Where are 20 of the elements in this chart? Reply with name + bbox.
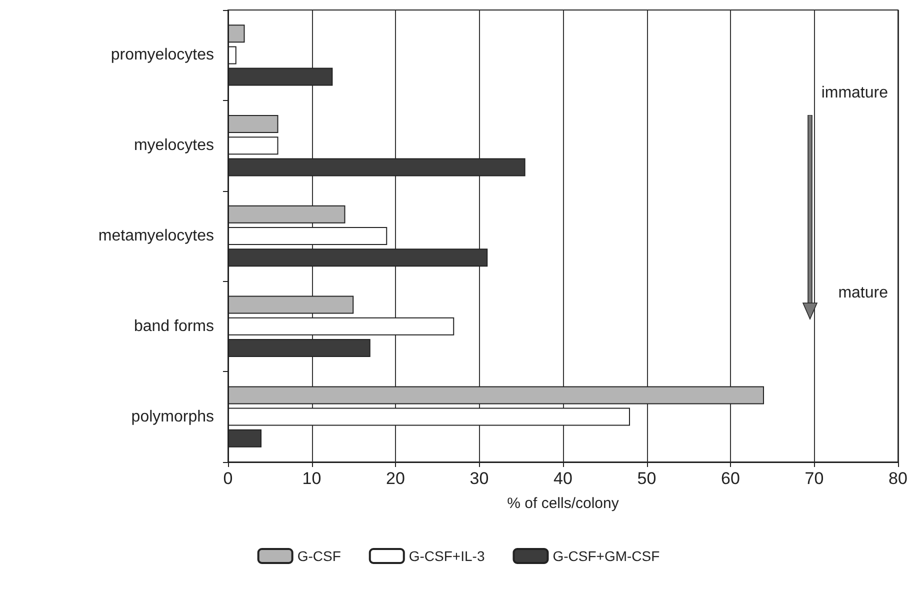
x-tick-label: 70 — [804, 469, 824, 488]
legend-label: G-CSF — [297, 548, 341, 564]
annotation: immature — [821, 84, 888, 102]
x-tick-label: 10 — [302, 469, 322, 488]
y-tick-label: band forms — [134, 318, 214, 335]
y-tick-label: myelocytes — [134, 137, 214, 154]
x-tick-label: 60 — [721, 469, 740, 488]
annotation: mature — [838, 284, 888, 302]
x-tick-label: 80 — [888, 469, 908, 488]
x-tick-label: 40 — [554, 469, 572, 488]
y-tick-label: metamyelocytes — [98, 228, 214, 244]
legend-label: G-CSF+GM-CSF — [552, 548, 660, 564]
legend-label: G-CSF+IL-3 — [408, 548, 485, 564]
x-axis-title: % of cells/colony — [507, 495, 620, 512]
x-tick-label: 50 — [637, 469, 656, 488]
x-tick-label: 20 — [386, 469, 405, 488]
y-tick-label: polymorphs — [131, 408, 214, 426]
y-tick-label: promyelocytes — [110, 46, 214, 64]
x-tick-label: 30 — [470, 469, 489, 488]
x-tick-label: 0 — [223, 469, 233, 488]
